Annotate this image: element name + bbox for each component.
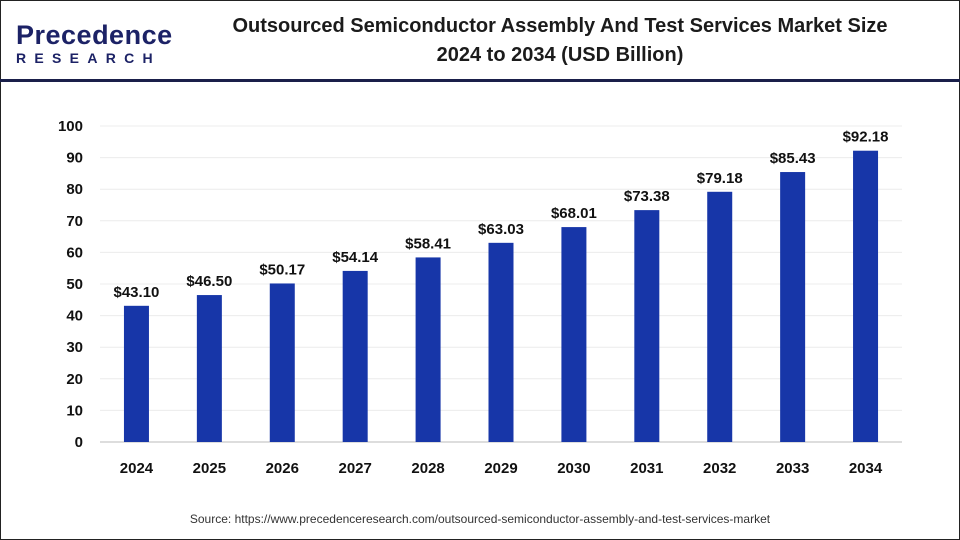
data-label-2030: $68.01 [551,205,597,222]
chart-title: Outsourced Semiconductor Assembly And Te… [190,12,930,70]
header-divider [0,79,960,82]
logo-sub: RESEARCH [16,50,161,66]
bar-2027 [342,270,368,442]
y-tick-label: 40 [66,308,83,325]
bar-2029 [488,242,514,442]
x-tick-label-2027: 2027 [338,460,371,477]
bar-2025 [196,295,222,442]
title-line-2: 2024 to 2034 (USD Billion) [436,44,684,66]
y-tick-label: 80 [66,181,83,198]
y-tick-label: 30 [66,339,83,356]
data-label-2033: $85.43 [770,150,816,167]
bar-2032 [707,191,733,442]
data-label-2027: $54.14 [332,249,379,266]
x-tick-label-2030: 2030 [557,460,590,477]
y-tick-label: 0 [75,434,83,451]
x-tick-label-2032: 2032 [703,460,736,477]
data-label-2029: $63.03 [478,221,524,238]
bar-2030 [561,227,587,442]
x-tick-label-2029: 2029 [484,460,517,477]
x-tick-label-2031: 2031 [630,460,663,477]
y-tick-label: 100 [58,118,83,135]
data-label-2031: $73.38 [624,188,670,205]
y-tick-label: 60 [66,244,83,261]
x-tick-label-2026: 2026 [266,460,299,477]
data-label-2025: $46.50 [186,273,232,290]
y-tick-label: 70 [66,213,83,230]
x-tick-label-2034: 2034 [849,460,883,477]
bar-2031 [634,210,660,442]
x-tick-label-2024: 2024 [120,460,154,477]
x-tick-label-2033: 2033 [776,460,809,477]
logo: Precedence RESEARCH [16,20,173,67]
bar-2028 [415,257,441,442]
logo-main: Precedence [16,20,173,50]
y-tick-label: 90 [66,150,83,167]
y-tick-label: 20 [66,371,83,388]
bar-2034 [853,150,879,443]
x-tick-label-2025: 2025 [193,460,226,477]
source-note: Source: https://www.precedenceresearch.c… [189,512,771,526]
bar-2024 [123,305,149,442]
data-label-2032: $79.18 [697,170,743,187]
bar-2026 [269,283,295,442]
x-tick-label-2028: 2028 [411,460,444,477]
bar-2033 [780,172,806,442]
title-line-1: Outsourced Semiconductor Assembly And Te… [232,15,888,37]
data-label-2024: $43.10 [114,284,160,301]
data-label-2028: $58.41 [405,235,451,252]
y-tick-label: 50 [66,276,83,293]
y-tick-label: 10 [66,402,83,419]
data-label-2034: $92.18 [843,129,889,146]
data-label-2026: $50.17 [259,261,305,278]
